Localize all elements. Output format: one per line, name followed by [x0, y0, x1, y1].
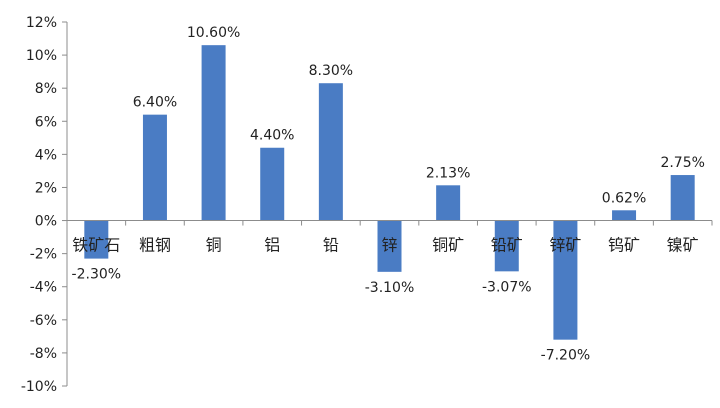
- data-label: 2.75%: [660, 155, 704, 171]
- y-axis: 12% 10% 8% 6% 4% 2% 0% -2% -4% -6% -8% -10%: [21, 15, 68, 395]
- y-tick-label: -6%: [30, 313, 57, 329]
- data-label: 4.40%: [250, 128, 294, 144]
- bar: [201, 45, 226, 221]
- category-label: 铝: [264, 236, 280, 255]
- bar: [670, 175, 695, 221]
- data-label: 8.30%: [309, 63, 353, 79]
- category-label: 铅矿: [491, 236, 523, 255]
- bar: [612, 210, 637, 221]
- category-labels: 铁矿石 粗钢 铜 铝 铅 锌 铜矿 铅矿 锌矿 钨矿 镍矿: [72, 236, 698, 255]
- data-label: -3.10%: [365, 280, 415, 296]
- category-label: 铅: [323, 236, 339, 255]
- y-tick-label: 12%: [26, 15, 57, 31]
- bar: [84, 220, 109, 259]
- bar: [553, 220, 578, 340]
- y-tick-label: 10%: [26, 48, 57, 64]
- data-label: 6.40%: [133, 95, 177, 111]
- bars: [84, 45, 695, 340]
- data-label: 10.60%: [187, 25, 240, 41]
- data-label: 2.13%: [426, 165, 470, 181]
- y-tick-label: -4%: [30, 280, 57, 296]
- data-labels: -2.30% 6.40% 10.60% 4.40% 8.30% -3.10% 2.13% -3…: [72, 25, 705, 364]
- data-label: -2.30%: [72, 267, 122, 283]
- y-tick-label: 6%: [35, 114, 57, 130]
- y-tick-label: 8%: [35, 81, 57, 97]
- category-label: 锌矿: [549, 236, 581, 255]
- category-label: 锌: [381, 236, 397, 255]
- category-label: 钨矿: [608, 236, 640, 255]
- category-label: 铁矿石: [72, 236, 120, 255]
- x-axis: [67, 220, 713, 226]
- category-label: 粗钢: [139, 236, 171, 255]
- y-tick-label: 2%: [35, 180, 57, 196]
- y-tick-label: 4%: [35, 147, 57, 163]
- data-label: -7.20%: [541, 348, 591, 364]
- category-label: 铜: [206, 236, 222, 255]
- bar: [142, 114, 167, 221]
- bar: [318, 83, 343, 221]
- bar: [377, 220, 402, 272]
- category-label: 铜矿: [432, 236, 464, 255]
- y-tick-label: -8%: [30, 346, 57, 362]
- bar: [260, 147, 285, 221]
- category-label: 镍矿: [667, 236, 699, 255]
- data-label: -3.07%: [482, 279, 532, 295]
- data-label: 0.62%: [602, 190, 646, 206]
- y-tick-label: -2%: [30, 247, 57, 263]
- y-tick-label: 0%: [35, 214, 57, 230]
- bar: [436, 185, 461, 221]
- bar: [494, 220, 519, 272]
- y-tick-label: -10%: [21, 379, 57, 395]
